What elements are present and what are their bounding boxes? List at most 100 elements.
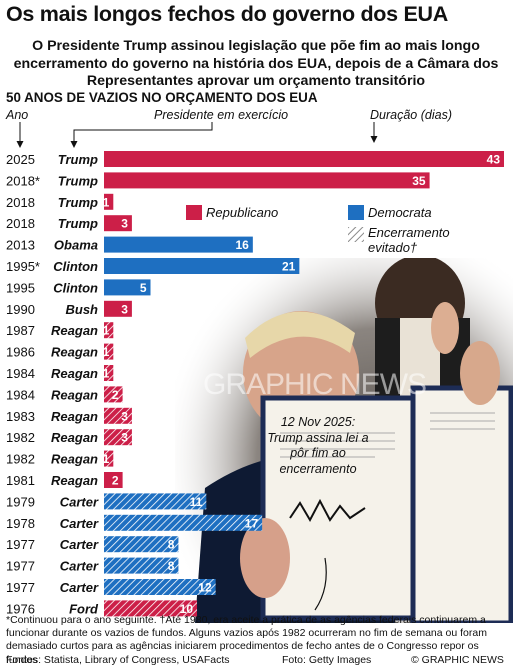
row-year-label: 1990 bbox=[6, 302, 35, 317]
legend-swatch-avoided bbox=[348, 227, 364, 242]
column-header-arrows bbox=[16, 122, 378, 148]
row-president-label: Reagan bbox=[51, 366, 98, 381]
bar-value-label: 17 bbox=[245, 516, 259, 530]
bar bbox=[104, 386, 123, 403]
row-president-label: Trump bbox=[58, 152, 98, 167]
row-president-label: Reagan bbox=[51, 430, 98, 445]
bar-value-label: 10 bbox=[180, 602, 194, 616]
column-header-duration: Duração (dias) bbox=[370, 108, 452, 122]
row-year-label: 1982 bbox=[6, 430, 35, 445]
bar-value-label: 1 bbox=[103, 324, 110, 338]
brand-credit: © GRAPHIC NEWS bbox=[411, 654, 504, 666]
bar bbox=[104, 472, 123, 488]
row-year-label: 1983 bbox=[6, 409, 35, 424]
legend-label-avoided: Encerramento evitado† bbox=[368, 225, 450, 255]
row-year-label: 1987 bbox=[6, 323, 35, 338]
bar bbox=[104, 236, 253, 253]
bar-value-label: 1 bbox=[103, 345, 110, 359]
bar bbox=[104, 493, 207, 510]
bar-value-label: 3 bbox=[121, 431, 128, 445]
bar-value-label: 2 bbox=[112, 474, 119, 488]
bar bbox=[104, 407, 132, 424]
bar bbox=[104, 215, 132, 232]
row-year-label: 1995* bbox=[6, 259, 40, 274]
row-year-label: 1984 bbox=[6, 387, 35, 402]
bar bbox=[104, 600, 198, 617]
row-president-label: Carter bbox=[60, 559, 99, 574]
footnote: *Continuou para o ano seguinte. †Até 198… bbox=[6, 614, 487, 666]
bar bbox=[104, 343, 114, 360]
bar bbox=[104, 322, 114, 339]
row-year-label: 1977 bbox=[6, 580, 35, 595]
president-arrow-line bbox=[73, 122, 213, 146]
president-arrow-head bbox=[70, 141, 78, 148]
signing-annotation: 12 Nov 2025: Trump assina lei a pôr fim … bbox=[267, 415, 369, 476]
bar-value-label: 5 bbox=[140, 281, 147, 295]
row-president-label: Ford bbox=[69, 601, 99, 616]
bar-value-label: 1 bbox=[103, 195, 110, 209]
legend-label-democrat: Democrata bbox=[368, 205, 432, 220]
duration-arrow-head bbox=[370, 136, 378, 143]
row-president-label: Carter bbox=[60, 537, 99, 552]
legend-label-republican: Republicano bbox=[206, 205, 279, 220]
bar bbox=[104, 579, 216, 595]
row-year-label: 1981 bbox=[6, 473, 35, 488]
row-year-label: 1977 bbox=[6, 559, 35, 574]
row-year-label: 1976 bbox=[6, 601, 35, 616]
row-year-label: 1984 bbox=[6, 366, 35, 381]
bar bbox=[104, 279, 151, 296]
row-president-label: Obama bbox=[54, 238, 98, 253]
legend-swatch-republican bbox=[186, 205, 202, 220]
bar-value-label: 3 bbox=[121, 302, 128, 316]
bar bbox=[104, 536, 179, 553]
bar-value-label: 1 bbox=[103, 452, 110, 466]
row-president-label: Carter bbox=[60, 580, 99, 595]
row-year-label: 1979 bbox=[6, 494, 35, 509]
bar-value-label: 2 bbox=[112, 388, 119, 402]
subtitle: O Presidente Trump assinou legislação qu… bbox=[13, 38, 499, 89]
photo-trump-signing bbox=[175, 258, 513, 623]
bar-value-label: 16 bbox=[235, 238, 249, 252]
column-header-year: Ano bbox=[6, 108, 29, 122]
row-president-label: Carter bbox=[60, 516, 99, 531]
bar bbox=[104, 514, 263, 531]
photo-credit: Foto: Getty Images bbox=[282, 654, 372, 666]
row-president-label: Bush bbox=[66, 302, 99, 317]
row-year-label: 2018 bbox=[6, 216, 35, 231]
sources: Fontes: Statista, Library of Congress, U… bbox=[6, 654, 230, 666]
bar bbox=[104, 258, 300, 274]
row-year-label: 1978 bbox=[6, 516, 35, 531]
page-title: Os mais longos fechos do governo dos EUA bbox=[6, 2, 448, 26]
row-year-label: 2013 bbox=[6, 238, 35, 253]
bar-value-label: 3 bbox=[121, 217, 128, 231]
row-president-label: Reagan bbox=[51, 473, 98, 488]
row-president-label: Reagan bbox=[51, 387, 98, 402]
row-year-label: 1995 bbox=[6, 280, 35, 295]
bar-value-label: 43 bbox=[487, 153, 501, 167]
row-year-label: 2018* bbox=[6, 173, 40, 188]
bar-value-label: 35 bbox=[412, 174, 426, 188]
year-arrow-head bbox=[16, 141, 24, 148]
row-president-label: Reagan bbox=[51, 323, 98, 338]
row-president-label: Trump bbox=[58, 216, 98, 231]
bar-value-label: 12 bbox=[198, 581, 212, 595]
row-president-label: Trump bbox=[58, 195, 98, 210]
row-president-label: Carter bbox=[60, 494, 99, 509]
row-president-label: Clinton bbox=[53, 280, 98, 295]
bar-value-label: 8 bbox=[168, 538, 175, 552]
row-president-label: Reagan bbox=[51, 345, 98, 360]
column-header-president: Presidente em exercício bbox=[154, 108, 289, 122]
bar bbox=[104, 151, 504, 167]
bar-value-label: 1 bbox=[103, 367, 110, 381]
bar bbox=[104, 300, 132, 317]
row-year-label: 2018 bbox=[6, 195, 35, 210]
bar bbox=[104, 172, 430, 189]
row-year-label: 1982 bbox=[6, 452, 35, 467]
row-president-label: Reagan bbox=[51, 452, 98, 467]
bar-value-label: 11 bbox=[190, 495, 203, 509]
row-president-label: Trump bbox=[58, 173, 98, 188]
bar bbox=[104, 450, 114, 467]
bar-value-label: 3 bbox=[121, 409, 128, 423]
bar bbox=[104, 365, 114, 381]
row-year-label: 1986 bbox=[6, 345, 35, 360]
